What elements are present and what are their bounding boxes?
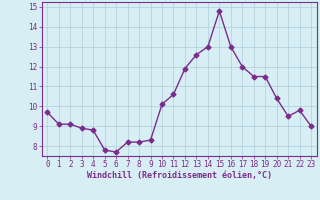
X-axis label: Windchill (Refroidissement éolien,°C): Windchill (Refroidissement éolien,°C)	[87, 171, 272, 180]
